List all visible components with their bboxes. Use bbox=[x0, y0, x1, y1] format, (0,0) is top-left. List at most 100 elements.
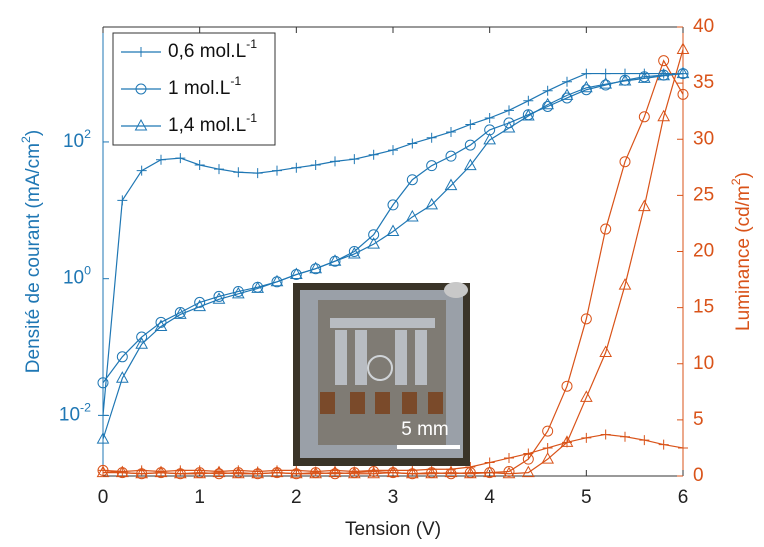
marker-circle bbox=[116, 351, 128, 363]
marker-plus bbox=[368, 149, 379, 160]
marker-plus bbox=[117, 466, 128, 477]
marker-triangle bbox=[579, 390, 593, 402]
marker-plus bbox=[600, 429, 611, 440]
marker-plus bbox=[156, 154, 166, 165]
marker-circle bbox=[368, 466, 380, 478]
marker-triangle bbox=[676, 42, 690, 54]
marker-triangle bbox=[618, 73, 632, 86]
marker-triangle bbox=[193, 299, 207, 312]
marker-triangle bbox=[154, 319, 168, 331]
y-tick-label: 10-2 bbox=[59, 401, 91, 426]
marker-plus bbox=[446, 126, 456, 137]
marker-plus bbox=[233, 167, 244, 178]
marker-triangle bbox=[231, 466, 245, 479]
marker-plus bbox=[639, 435, 650, 446]
photo-pad bbox=[320, 392, 335, 414]
marker-plus bbox=[156, 466, 166, 477]
marker-triangle bbox=[386, 465, 400, 478]
marker-triangle bbox=[173, 307, 187, 319]
marker-plus bbox=[272, 165, 282, 176]
marker-circle bbox=[97, 377, 109, 389]
y2-tick-label: 15 bbox=[693, 297, 714, 318]
marker-plus bbox=[214, 164, 224, 175]
marker-plus bbox=[600, 68, 611, 79]
marker-circle bbox=[155, 316, 167, 328]
marker-circle bbox=[658, 55, 670, 67]
marker-circle bbox=[136, 331, 148, 343]
marker-plus bbox=[504, 453, 514, 464]
x-tick-label: 5 bbox=[581, 487, 592, 508]
marker-circle bbox=[213, 468, 225, 480]
marker-circle bbox=[368, 229, 380, 241]
y2-tick-label: 25 bbox=[693, 184, 714, 205]
marker-triangle bbox=[560, 435, 574, 447]
y-tick-label: 100 bbox=[63, 264, 91, 289]
series-line bbox=[102, 72, 684, 440]
marker-triangle bbox=[425, 466, 439, 479]
marker-plus bbox=[484, 112, 495, 123]
marker-triangle bbox=[657, 68, 671, 81]
marker-triangle bbox=[289, 466, 303, 479]
marker-triangle bbox=[193, 466, 207, 479]
marker-triangle bbox=[328, 465, 342, 478]
marker-circle bbox=[503, 466, 515, 478]
photo-pad bbox=[402, 392, 417, 414]
marker-triangle bbox=[96, 432, 110, 444]
photo-pad bbox=[355, 330, 367, 385]
marker-plus bbox=[678, 442, 688, 453]
photo-clip bbox=[444, 282, 468, 298]
marker-triangle bbox=[444, 465, 458, 478]
marker-triangle bbox=[483, 465, 497, 478]
marker-triangle bbox=[135, 466, 149, 479]
marker-triangle bbox=[425, 197, 439, 210]
marker-circle bbox=[542, 100, 554, 112]
x-tick-label: 6 bbox=[678, 487, 689, 508]
marker-triangle bbox=[502, 466, 516, 479]
marker-triangle bbox=[309, 466, 323, 479]
marker-circle bbox=[638, 111, 650, 123]
marker-triangle bbox=[212, 292, 226, 304]
marker-circle bbox=[445, 150, 457, 162]
photo-pad bbox=[428, 392, 443, 414]
marker-circle bbox=[194, 296, 206, 308]
marker-triangle bbox=[270, 465, 284, 478]
x-tick-label: 4 bbox=[484, 487, 495, 508]
y-tick-label: 102 bbox=[63, 127, 91, 152]
marker-triangle bbox=[637, 71, 651, 83]
marker-triangle bbox=[463, 466, 477, 479]
series-line bbox=[102, 72, 684, 384]
marker-triangle bbox=[231, 286, 245, 299]
legend-marker bbox=[135, 83, 147, 95]
x-tick-label: 0 bbox=[98, 487, 109, 508]
marker-triangle bbox=[405, 466, 419, 479]
marker-circle bbox=[97, 464, 109, 476]
marker-triangle bbox=[154, 465, 168, 478]
marker-plus bbox=[175, 153, 186, 164]
marker-circle bbox=[561, 380, 573, 392]
marker-triangle bbox=[96, 465, 110, 478]
marker-triangle bbox=[135, 337, 149, 349]
photo-pad bbox=[375, 392, 390, 414]
marker-plus bbox=[388, 145, 398, 156]
marker-circle bbox=[232, 285, 244, 297]
marker-triangle bbox=[347, 466, 361, 479]
marker-circle bbox=[522, 453, 534, 465]
marker-plus bbox=[542, 85, 553, 96]
marker-triangle bbox=[367, 466, 381, 479]
marker-plus bbox=[214, 466, 224, 477]
legend-label: 1 mol.L-1 bbox=[168, 74, 241, 99]
marker-plus bbox=[98, 410, 108, 421]
marker-circle bbox=[387, 199, 399, 211]
marker-triangle bbox=[521, 108, 535, 121]
marker-plus bbox=[523, 95, 534, 106]
marker-triangle bbox=[541, 97, 555, 110]
marker-triangle bbox=[579, 80, 593, 93]
marker-plus bbox=[330, 156, 340, 167]
scale-label: 5 mm bbox=[401, 419, 449, 440]
marker-circle bbox=[580, 313, 592, 325]
x-tick-label: 1 bbox=[194, 487, 205, 508]
marker-plus bbox=[562, 76, 572, 87]
marker-plus bbox=[581, 68, 592, 79]
y2-tick-label: 40 bbox=[693, 16, 714, 37]
